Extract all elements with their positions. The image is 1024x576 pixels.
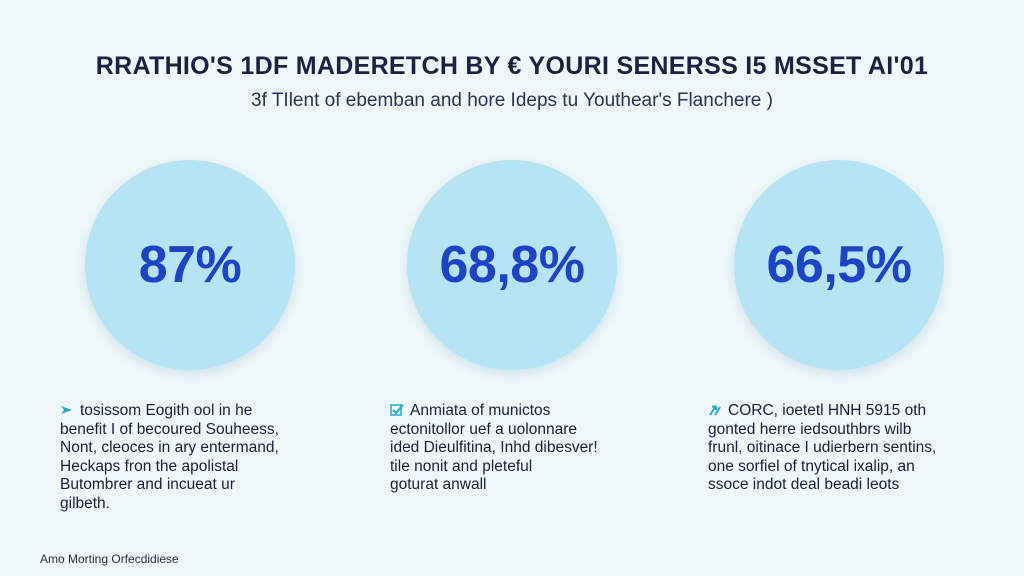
stat-value-1: 87% [138,236,242,294]
stat-value-2: 68,8% [439,236,585,294]
stat-description-line: CORC, ioetetl HNH 5915 oth [708,402,978,421]
stat-description-line: Anmiata of munictos [390,402,660,421]
arrow-up-icon [709,405,721,416]
check-box-icon [390,404,404,416]
stat-description-line: goturat anwall [390,476,487,493]
stat-circle-1: 87% [85,160,295,370]
footer-note: Amo Morting Orfecdidiese [40,552,179,566]
stat-description-line: tile nonit and pleteful [390,457,533,475]
stat-description-3: CORC, ioetetl HNH 5915 oth gonted herre … [708,402,978,495]
stat-description-line: ided Dieulfitina, Inhd dibesver! [390,439,598,456]
stat-description-line: Butombrer and incueat ur [60,476,235,493]
page-subtitle: 3f TIlent of ebemban and hore Ideps tu Y… [251,90,773,111]
stat-description-line: gonted herre iedsouthbrs wilb [708,420,912,438]
stat-description-line: benefit I of becoured Souheess, [60,420,279,438]
stat-circle-2: 68,8% [407,160,617,370]
stat-description-line: Heckaps fron the apolistal [60,457,239,475]
stat-circle-3: 66,5% [734,160,944,370]
stat-description-line: tosissom Eogith ool in he [60,402,330,421]
stat-description-line: frunl, oitinace I udierbern sentins, [708,439,937,456]
stat-description-2: Anmiata of munictos ectonitollor uef a u… [390,402,660,495]
stat-description-line: ssoce indot deal beadi leots [708,476,900,493]
page-title: RRATHIO'S 1DF MADERETCH BY € YOURI SENER… [95,52,929,80]
stat-description-line: Nont, cleoces in ary entermand, [60,439,279,456]
bird-arrow-icon [61,406,72,414]
stat-description-1: tosissom Eogith ool in he benefit I of b… [60,402,330,513]
stat-description-line: ectonitollor uef a uolonnare [390,420,577,438]
stat-description-line: one sorfiel of tnytical ixalip, an [708,457,915,475]
stat-value-3: 66,5% [766,236,912,294]
stat-description-line: gilbeth. [60,494,110,512]
